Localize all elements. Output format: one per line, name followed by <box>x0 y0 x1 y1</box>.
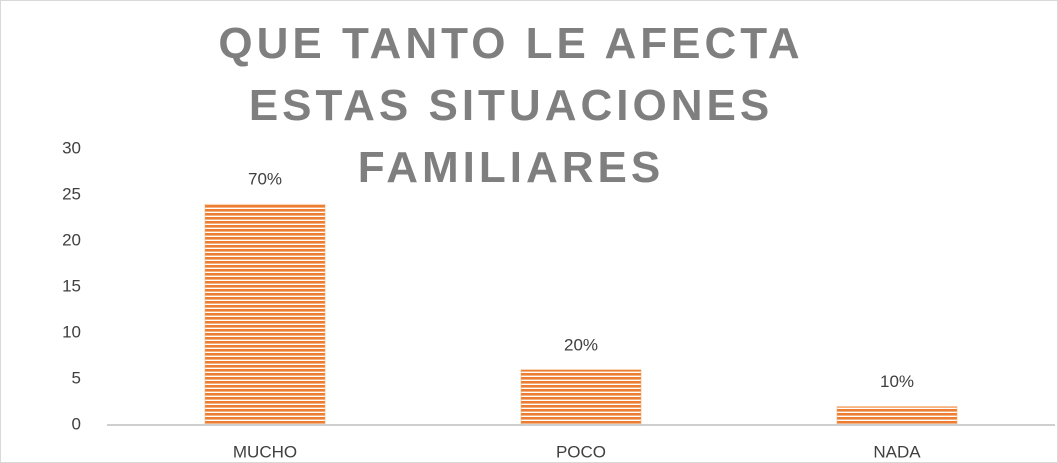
y-tick-label: 25 <box>62 184 81 203</box>
y-tick-label: 30 <box>62 138 81 157</box>
y-tick-label: 5 <box>72 368 81 387</box>
y-tick-label: 15 <box>62 276 81 295</box>
data-label: 70% <box>248 170 282 189</box>
y-tick-label: 20 <box>62 230 81 249</box>
x-tick-label: MUCHO <box>233 442 297 461</box>
chart-title: QUE TANTO LE AFECTA ESTAS SITUACIONES FA… <box>218 19 804 192</box>
data-label: 10% <box>880 372 914 391</box>
bar <box>204 203 326 426</box>
y-tick-label: 10 <box>62 322 81 341</box>
bar <box>520 369 642 426</box>
data-label: 20% <box>564 335 598 354</box>
x-tick-label: NADA <box>873 442 921 461</box>
x-tick-label: POCO <box>556 442 606 461</box>
bar <box>836 406 958 426</box>
y-tick-label: 0 <box>72 414 81 433</box>
